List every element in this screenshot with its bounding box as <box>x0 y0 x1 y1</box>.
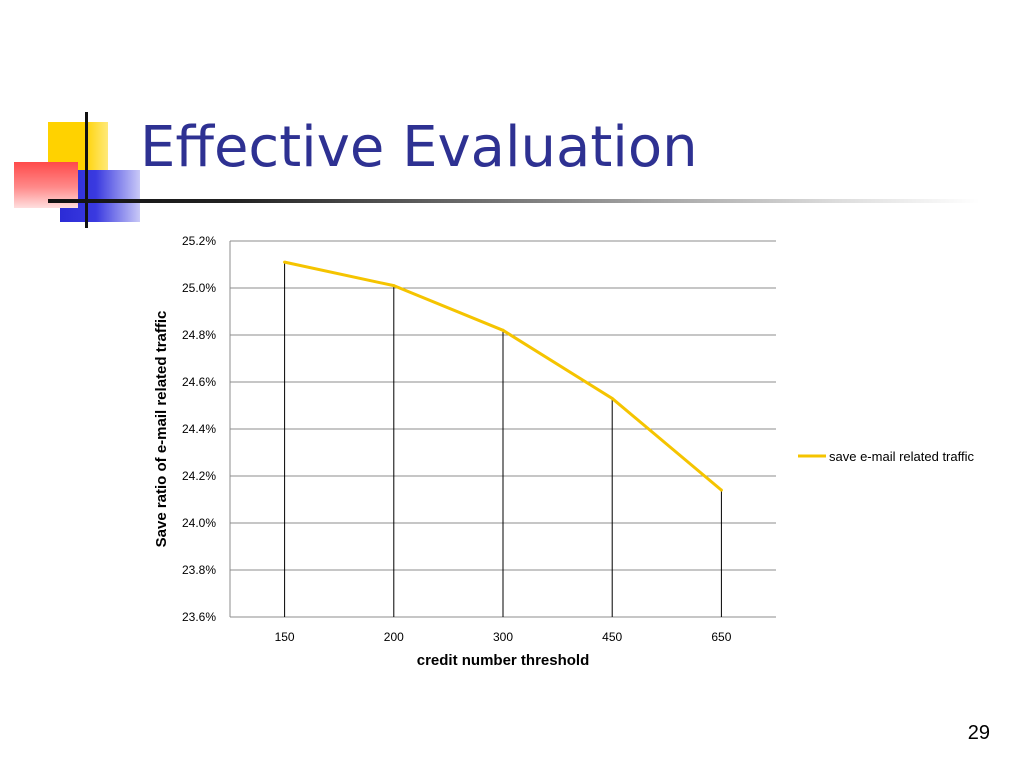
y-axis-ticks: 23.6% 23.8% 24.0% 24.2% 24.4% 24.6% 24.8% 25.0%… <box>182 234 216 624</box>
y-tick-label: 23.8% <box>182 563 216 577</box>
y-tick-label: 24.6% <box>182 375 216 389</box>
vertical-rule <box>85 112 88 228</box>
chart-drop-lines <box>284 262 722 617</box>
x-tick-label: 300 <box>493 630 513 644</box>
title-underline-rule <box>48 199 980 203</box>
y-tick-label: 23.6% <box>182 610 216 624</box>
y-tick-label: 24.0% <box>182 516 216 530</box>
x-axis-title: credit number threshold <box>417 652 590 669</box>
x-tick-label: 200 <box>384 630 404 644</box>
legend-label: save e-mail related traffic <box>829 449 974 464</box>
page-number: 29 <box>967 722 990 744</box>
y-tick-label: 25.2% <box>182 234 216 248</box>
slide-title: Effective Evaluation <box>140 115 698 180</box>
y-tick-label: 24.4% <box>182 422 216 436</box>
data-point <box>501 328 505 332</box>
data-point <box>283 260 287 264</box>
data-point <box>719 488 723 492</box>
x-axis-ticks: 150 200 300 450 650 <box>275 630 732 644</box>
y-tick-label: 25.0% <box>182 281 216 295</box>
data-point <box>610 396 614 400</box>
data-point <box>392 284 396 288</box>
y-tick-label: 24.8% <box>182 328 216 342</box>
y-axis-title: Save ratio of e-mail related traffic <box>153 311 170 548</box>
x-tick-label: 150 <box>275 630 295 644</box>
slide-logo-decoration <box>0 0 160 240</box>
chart-series <box>283 260 723 492</box>
x-tick-label: 450 <box>602 630 622 644</box>
y-tick-label: 24.2% <box>182 469 216 483</box>
chart-legend: save e-mail related traffic <box>798 449 974 464</box>
x-tick-label: 650 <box>711 630 731 644</box>
